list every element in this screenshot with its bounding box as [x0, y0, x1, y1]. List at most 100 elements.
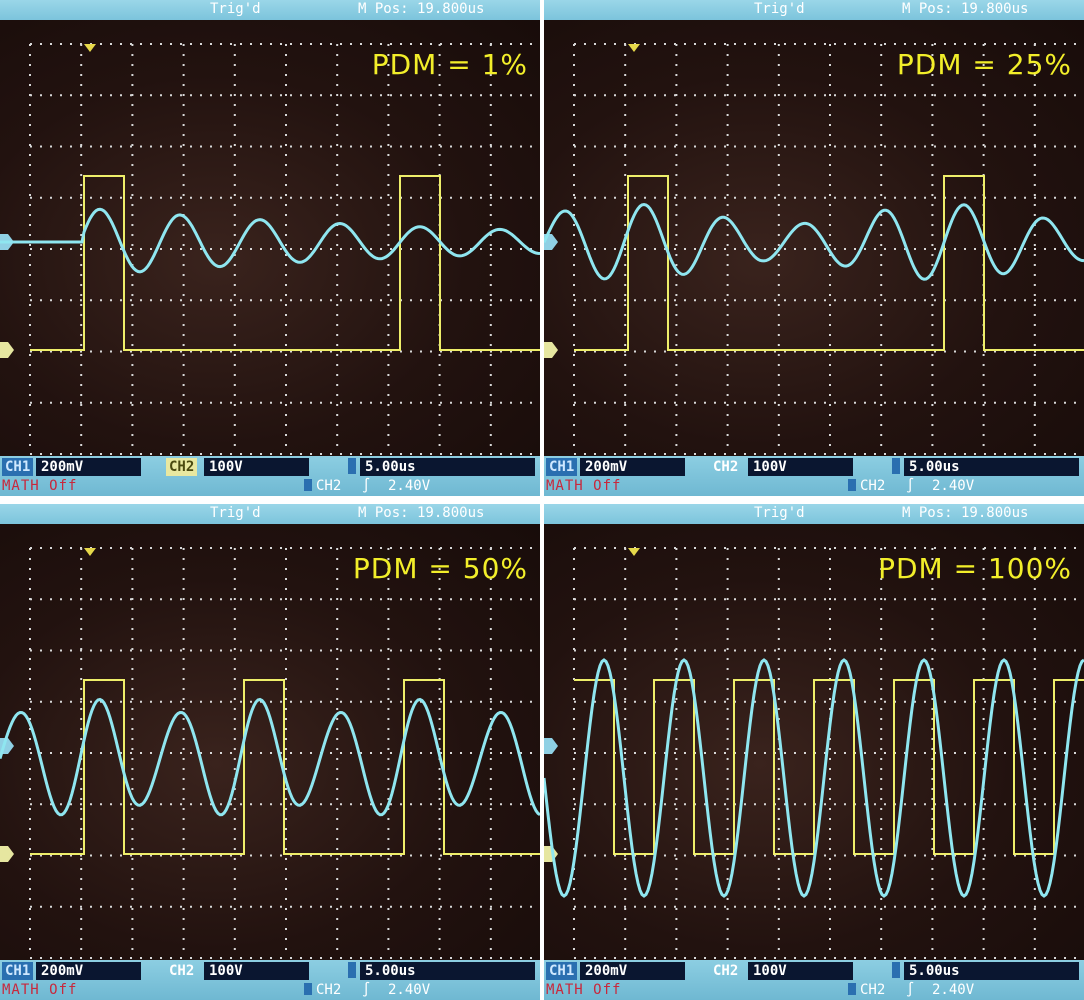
- scope-screen: PDM = 1%: [0, 20, 540, 456]
- trigger-level: 2.40V: [388, 478, 431, 494]
- ch2-scale: 100V: [748, 458, 853, 476]
- ch2-tag[interactable]: CH2: [713, 459, 739, 475]
- time-base: 5.00us: [904, 458, 1079, 476]
- ch2-waveform: [574, 679, 1084, 855]
- ch1-tag[interactable]: CH1: [2, 962, 34, 980]
- ch1-scale: 200mV: [580, 962, 685, 980]
- ch1-scale: 200mV: [36, 458, 141, 476]
- time-base: 5.00us: [360, 962, 535, 980]
- main-position: M Pos: 19.800us: [902, 1, 1029, 17]
- ch2-scale: 100V: [204, 458, 309, 476]
- scope-panel-pdm-50: Trig'd M Pos: 19.800us PDM = 50% CH1 200…: [0, 504, 540, 1000]
- graticule: [29, 43, 540, 455]
- pdm-label: PDM = 1%: [371, 48, 528, 81]
- math-status: MATH Off: [2, 982, 78, 998]
- ch1-scale: 200mV: [36, 962, 141, 980]
- trigger-status: Trig'd: [754, 505, 805, 521]
- trigger-status: Trig'd: [754, 1, 805, 17]
- ch2-marker-icon: [0, 342, 14, 358]
- ch2-tag[interactable]: CH2: [166, 458, 198, 476]
- rising-edge-icon: ∫: [906, 982, 915, 998]
- ch2-marker-icon: [544, 342, 558, 358]
- rising-edge-icon: ∫: [362, 982, 371, 998]
- math-status: MATH Off: [2, 478, 78, 494]
- ch2-waveform: [30, 679, 540, 855]
- trigger-level: 2.40V: [932, 478, 975, 494]
- trigger-source: CH2: [848, 982, 885, 998]
- scope-panel-pdm-1: Trig'd M Pos: 19.800us PDM = 1% CH1 200m…: [0, 0, 540, 496]
- waveform-display: [0, 547, 540, 959]
- trigger-status: Trig'd: [210, 1, 261, 17]
- scope-panel-pdm-25: Trig'd M Pos: 19.800us PDM = 25% CH1 200…: [544, 0, 1084, 496]
- ch1-marker-icon: [544, 738, 558, 754]
- scope-panel-pdm-100: Trig'd M Pos: 19.800us PDM = 100% CH1 20…: [544, 504, 1084, 1000]
- waveform-display: [544, 43, 1084, 455]
- trigger-source-label: CH2: [860, 982, 886, 998]
- rising-edge-icon: ∫: [362, 478, 371, 494]
- trigger-icon: [304, 983, 312, 995]
- waveform-display: [544, 547, 1084, 959]
- trigger-position-icon: [628, 44, 640, 52]
- math-status: MATH Off: [546, 478, 622, 494]
- ch2-marker-icon: [0, 846, 14, 862]
- graticule: [573, 547, 1084, 959]
- scope-header: Trig'd M Pos: 19.800us: [0, 0, 540, 20]
- scope-screen: PDM = 25%: [544, 20, 1084, 456]
- scope-screen: PDM = 100%: [544, 524, 1084, 960]
- ch2-tag[interactable]: CH2: [169, 963, 195, 979]
- ch1-waveform: [544, 658, 1084, 898]
- ch1-tag[interactable]: CH1: [546, 458, 578, 476]
- trigger-icon: [848, 983, 856, 995]
- timebase-icon: [892, 458, 900, 474]
- ch2-scale: 100V: [748, 962, 853, 980]
- ch2-waveform: [574, 175, 1084, 351]
- ch1-tag[interactable]: CH1: [546, 962, 578, 980]
- ch1-waveform: [0, 207, 540, 274]
- ch1-waveform: [0, 697, 540, 817]
- rising-edge-icon: ∫: [906, 478, 915, 494]
- scope-screen: PDM = 50%: [0, 524, 540, 960]
- trigger-level: 2.40V: [388, 982, 431, 998]
- timebase-icon: [892, 962, 900, 978]
- trigger-position-icon: [84, 44, 96, 52]
- ch1-scale: 200mV: [580, 458, 685, 476]
- ch1-tag[interactable]: CH1: [2, 458, 34, 476]
- trigger-level: 2.40V: [932, 982, 975, 998]
- ch2-scale: 100V: [204, 962, 309, 980]
- trigger-source-label: CH2: [860, 478, 886, 494]
- status-bar: CH1 200mV CH2 100V 5.00us MATH Off CH2 ∫…: [544, 960, 1084, 1000]
- trigger-source: CH2: [304, 982, 341, 998]
- ch1-waveform: [544, 202, 1084, 281]
- trigger-position-icon: [628, 548, 640, 556]
- trigger-source-label: CH2: [316, 982, 342, 998]
- math-status: MATH Off: [546, 982, 622, 998]
- timebase-icon: [348, 458, 356, 474]
- graticule: [29, 547, 540, 959]
- pdm-label: PDM = 100%: [878, 552, 1072, 585]
- trigger-source: CH2: [848, 478, 885, 494]
- main-position: M Pos: 19.800us: [358, 505, 485, 521]
- trigger-icon: [848, 479, 856, 491]
- trigger-icon: [304, 479, 312, 491]
- pdm-label: PDM = 25%: [896, 48, 1072, 81]
- status-bar: CH1 200mV CH2 100V 5.00us MATH Off CH2 ∫…: [0, 960, 540, 1000]
- pdm-label: PDM = 50%: [352, 552, 528, 585]
- ch2-tag[interactable]: CH2: [713, 963, 739, 979]
- status-bar: CH1 200mV CH2 100V 5.00us MATH Off CH2 ∫…: [0, 456, 540, 496]
- main-position: M Pos: 19.800us: [902, 505, 1029, 521]
- trigger-source-label: CH2: [316, 478, 342, 494]
- ch2-waveform: [30, 175, 540, 351]
- trigger-source: CH2: [304, 478, 341, 494]
- scope-header: Trig'd M Pos: 19.800us: [544, 0, 1084, 20]
- timebase-icon: [348, 962, 356, 978]
- status-bar: CH1 200mV CH2 100V 5.00us MATH Off CH2 ∫…: [544, 456, 1084, 496]
- time-base: 5.00us: [360, 458, 535, 476]
- scope-header: Trig'd M Pos: 19.800us: [0, 504, 540, 524]
- scope-header: Trig'd M Pos: 19.800us: [544, 504, 1084, 524]
- waveform-display: [0, 43, 540, 455]
- trigger-status: Trig'd: [210, 505, 261, 521]
- main-position: M Pos: 19.800us: [358, 1, 485, 17]
- time-base: 5.00us: [904, 962, 1079, 980]
- trigger-position-icon: [84, 548, 96, 556]
- graticule: [573, 43, 1084, 455]
